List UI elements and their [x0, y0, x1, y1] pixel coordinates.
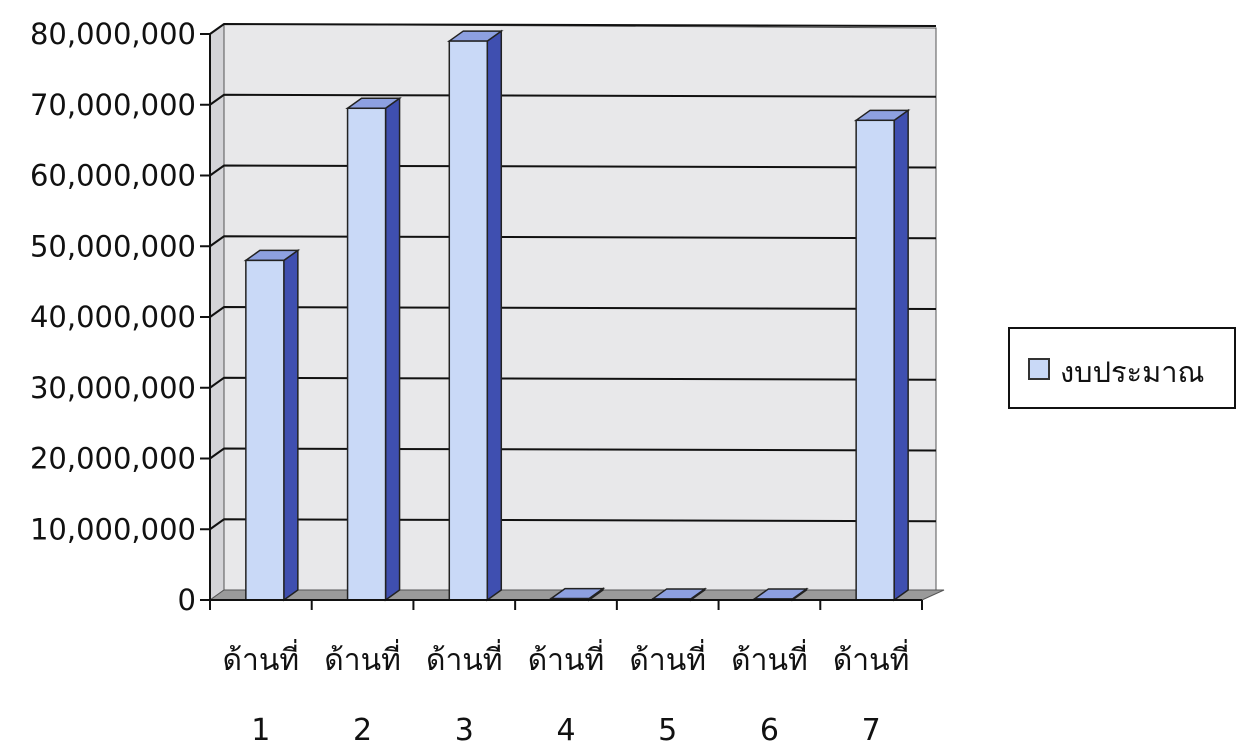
x-category-number: 7 — [862, 713, 881, 748]
bar-side — [486, 29, 503, 602]
x-category-label: ด้านที่ — [731, 639, 808, 678]
x-category-label: ด้านที่ — [528, 639, 605, 678]
bar-front — [346, 107, 387, 601]
y-tick-label: 60,000,000 — [30, 159, 196, 193]
x-category-label: ด้านที่ — [324, 639, 401, 678]
bar — [243, 248, 301, 602]
gridline — [209, 305, 937, 318]
x-category-label: ด้านที่ — [426, 639, 503, 678]
x-category-number: 3 — [455, 713, 474, 748]
bar — [345, 96, 402, 602]
y-tick-label: 80,000,000 — [30, 17, 196, 51]
y-tick-label: 0 — [178, 583, 196, 617]
gridline — [209, 22, 937, 35]
axes — [200, 33, 923, 610]
y-tick-label: 40,000,000 — [30, 300, 196, 334]
x-category-number: 2 — [353, 713, 372, 748]
y-tick-label: 30,000,000 — [30, 371, 196, 405]
x-category-labels: ด้านที่ 1 ด้านที่ 2 ด้านที่ 3 ด้านที่ 4 ด้านที่ 5… — [223, 639, 910, 748]
gridlines — [209, 22, 937, 531]
x-category-number: 6 — [760, 713, 779, 748]
bar-front — [855, 119, 895, 601]
legend-swatch — [1028, 358, 1050, 380]
gridline — [209, 447, 937, 460]
bar-front — [448, 40, 489, 601]
y-tick-labels: 0 10,000,000 20,000,000 30,000,000 40,000,00… — [30, 17, 196, 617]
x-category-number: 5 — [658, 713, 677, 748]
x-category-label: ด้านที่ — [629, 639, 706, 678]
gridline — [209, 164, 937, 177]
chart-walls — [208, 23, 945, 601]
gridline — [209, 93, 937, 106]
gridline — [209, 235, 937, 248]
legend-label: งบประมาณ — [1060, 355, 1205, 389]
y-tick-label: 70,000,000 — [30, 88, 196, 122]
bar-side — [893, 108, 909, 602]
bar-side — [283, 248, 299, 602]
y-tick-label: 10,000,000 — [30, 512, 196, 546]
y-tick-label: 20,000,000 — [30, 442, 196, 476]
y-tick-label: 50,000,000 — [30, 229, 196, 263]
legend: งบประมาณ — [1008, 327, 1236, 409]
bars — [243, 29, 911, 602]
gridline — [209, 376, 937, 389]
gridline — [209, 518, 937, 531]
bar-side — [384, 96, 401, 602]
x-category-label: ด้านที่ — [833, 639, 910, 678]
bar — [853, 108, 911, 602]
bar — [446, 29, 504, 602]
bar-front — [245, 259, 285, 601]
x-category-number: 1 — [251, 713, 270, 748]
x-category-number: 4 — [556, 713, 575, 748]
x-category-label: ด้านที่ — [223, 639, 300, 678]
